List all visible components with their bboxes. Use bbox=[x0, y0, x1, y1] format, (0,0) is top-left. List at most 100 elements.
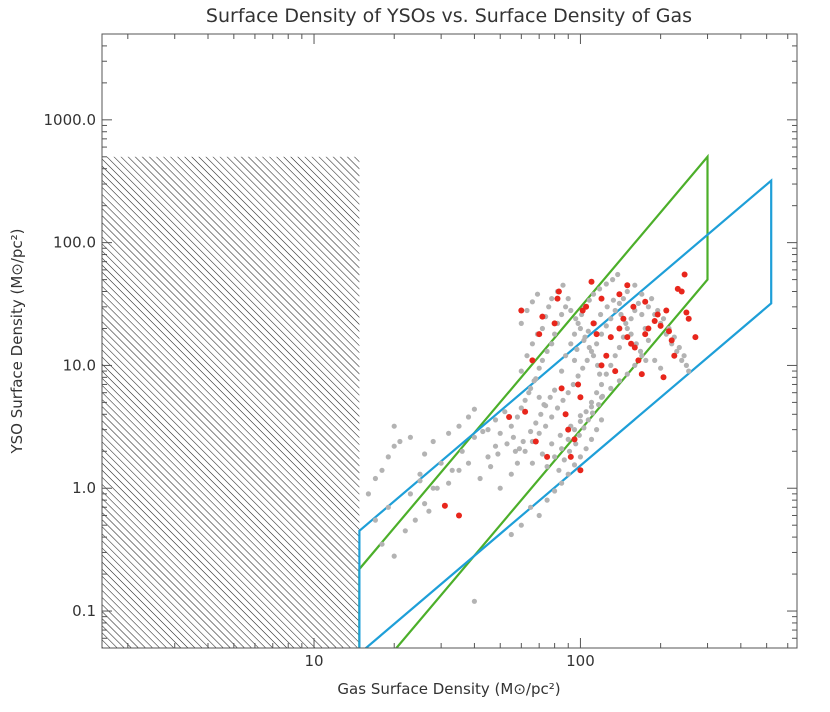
red-data-point bbox=[598, 362, 605, 369]
gray-data-point bbox=[526, 390, 532, 396]
gray-data-point bbox=[639, 311, 645, 318]
gray-data-point bbox=[597, 371, 603, 377]
gray-data-point bbox=[596, 402, 602, 408]
red-data-point bbox=[522, 408, 529, 415]
gray-data-point bbox=[471, 406, 477, 412]
gray-data-point bbox=[422, 451, 428, 457]
red-data-point bbox=[532, 438, 539, 445]
gray-data-point bbox=[603, 281, 609, 287]
gray-data-point bbox=[590, 291, 597, 297]
red-data-point bbox=[624, 334, 631, 341]
gray-data-point bbox=[583, 409, 589, 415]
gray-data-point bbox=[559, 311, 565, 318]
gray-data-point bbox=[497, 485, 503, 491]
gray-data-point bbox=[465, 414, 472, 420]
gray-data-point bbox=[552, 488, 558, 494]
gray-data-point bbox=[456, 467, 462, 473]
gray-data-point bbox=[543, 423, 549, 429]
gray-data-point bbox=[508, 471, 514, 477]
red-data-point bbox=[683, 309, 690, 316]
gray-data-point bbox=[588, 348, 595, 354]
gray-data-point bbox=[556, 467, 562, 473]
red-data-point bbox=[651, 318, 658, 324]
gray-data-point bbox=[588, 436, 595, 442]
red-data-point bbox=[685, 315, 692, 322]
gray-data-point bbox=[549, 414, 555, 420]
gray-data-point bbox=[502, 409, 508, 415]
gray-data-point bbox=[568, 341, 574, 347]
gray-data-point bbox=[570, 381, 576, 388]
gray-data-point bbox=[538, 411, 544, 417]
gray-data-point bbox=[598, 331, 605, 337]
gray-data-point bbox=[430, 438, 436, 445]
gray-data-point bbox=[477, 475, 483, 482]
red-data-point bbox=[654, 311, 661, 318]
gray-data-point bbox=[583, 446, 589, 452]
gray-data-point bbox=[449, 467, 455, 473]
red-data-point bbox=[539, 313, 546, 320]
y-tick-label: 1000.0 bbox=[44, 111, 97, 129]
gray-data-point bbox=[571, 427, 578, 433]
gray-data-point bbox=[552, 331, 558, 337]
red-data-point bbox=[536, 331, 543, 338]
gray-data-point bbox=[528, 385, 534, 391]
y-tick-label: 100.0 bbox=[53, 234, 96, 252]
gray-data-point bbox=[610, 277, 616, 283]
gray-data-point bbox=[518, 522, 524, 528]
red-data-point bbox=[529, 357, 536, 364]
gray-data-point bbox=[522, 448, 528, 454]
gray-data-point bbox=[565, 390, 571, 396]
gray-data-point bbox=[543, 403, 549, 409]
gray-data-point bbox=[471, 598, 477, 604]
gray-data-point bbox=[597, 286, 603, 292]
gray-data-point bbox=[372, 517, 378, 523]
gray-data-point bbox=[577, 325, 584, 332]
gray-data-point bbox=[528, 504, 534, 510]
gray-data-point bbox=[485, 454, 491, 460]
red-data-point bbox=[567, 453, 574, 460]
red-data-point bbox=[593, 331, 600, 338]
gray-data-point bbox=[610, 297, 617, 303]
gray-data-point bbox=[604, 304, 610, 310]
gray-data-point bbox=[495, 451, 501, 457]
gray-data-point bbox=[637, 348, 644, 354]
red-data-point bbox=[663, 307, 670, 314]
gray-data-point bbox=[645, 337, 652, 343]
red-data-point bbox=[603, 352, 610, 359]
gray-data-point bbox=[508, 423, 514, 429]
gray-data-point bbox=[379, 467, 385, 473]
gray-data-point bbox=[539, 451, 546, 457]
gray-data-point bbox=[379, 541, 385, 547]
red-data-point bbox=[612, 368, 619, 375]
gray-data-point bbox=[508, 531, 514, 538]
gray-data-point bbox=[412, 517, 418, 523]
gray-data-point bbox=[599, 393, 606, 399]
gray-data-point bbox=[616, 378, 623, 384]
red-data-point bbox=[551, 320, 558, 327]
red-data-point bbox=[562, 411, 569, 418]
gray-data-point bbox=[544, 464, 550, 470]
gray-data-point bbox=[385, 504, 391, 510]
gray-data-point bbox=[603, 371, 609, 377]
gray-data-point bbox=[529, 299, 536, 305]
x-axis-label: Gas Surface Density (M⊙/pc²) bbox=[337, 680, 560, 698]
gray-data-point bbox=[575, 373, 581, 379]
gray-data-point bbox=[571, 331, 578, 337]
gray-data-point bbox=[588, 404, 595, 410]
gray-data-point bbox=[608, 385, 614, 391]
gray-data-point bbox=[639, 291, 645, 297]
gray-data-point bbox=[504, 441, 510, 447]
red-data-point bbox=[616, 325, 623, 332]
gray-data-point bbox=[632, 362, 638, 368]
gray-data-point bbox=[520, 438, 526, 445]
y-tick-label: 1.0 bbox=[72, 479, 96, 497]
gray-data-point bbox=[549, 341, 555, 347]
gray-data-point bbox=[643, 357, 649, 363]
y-tick-label: 10.0 bbox=[63, 356, 96, 374]
gray-data-point bbox=[683, 362, 690, 368]
gray-data-point bbox=[492, 443, 499, 449]
gray-data-point bbox=[544, 497, 550, 503]
gray-data-point bbox=[639, 353, 645, 359]
y-axis-label: YSO Surface Density (M⊙/pc²) bbox=[8, 228, 26, 454]
